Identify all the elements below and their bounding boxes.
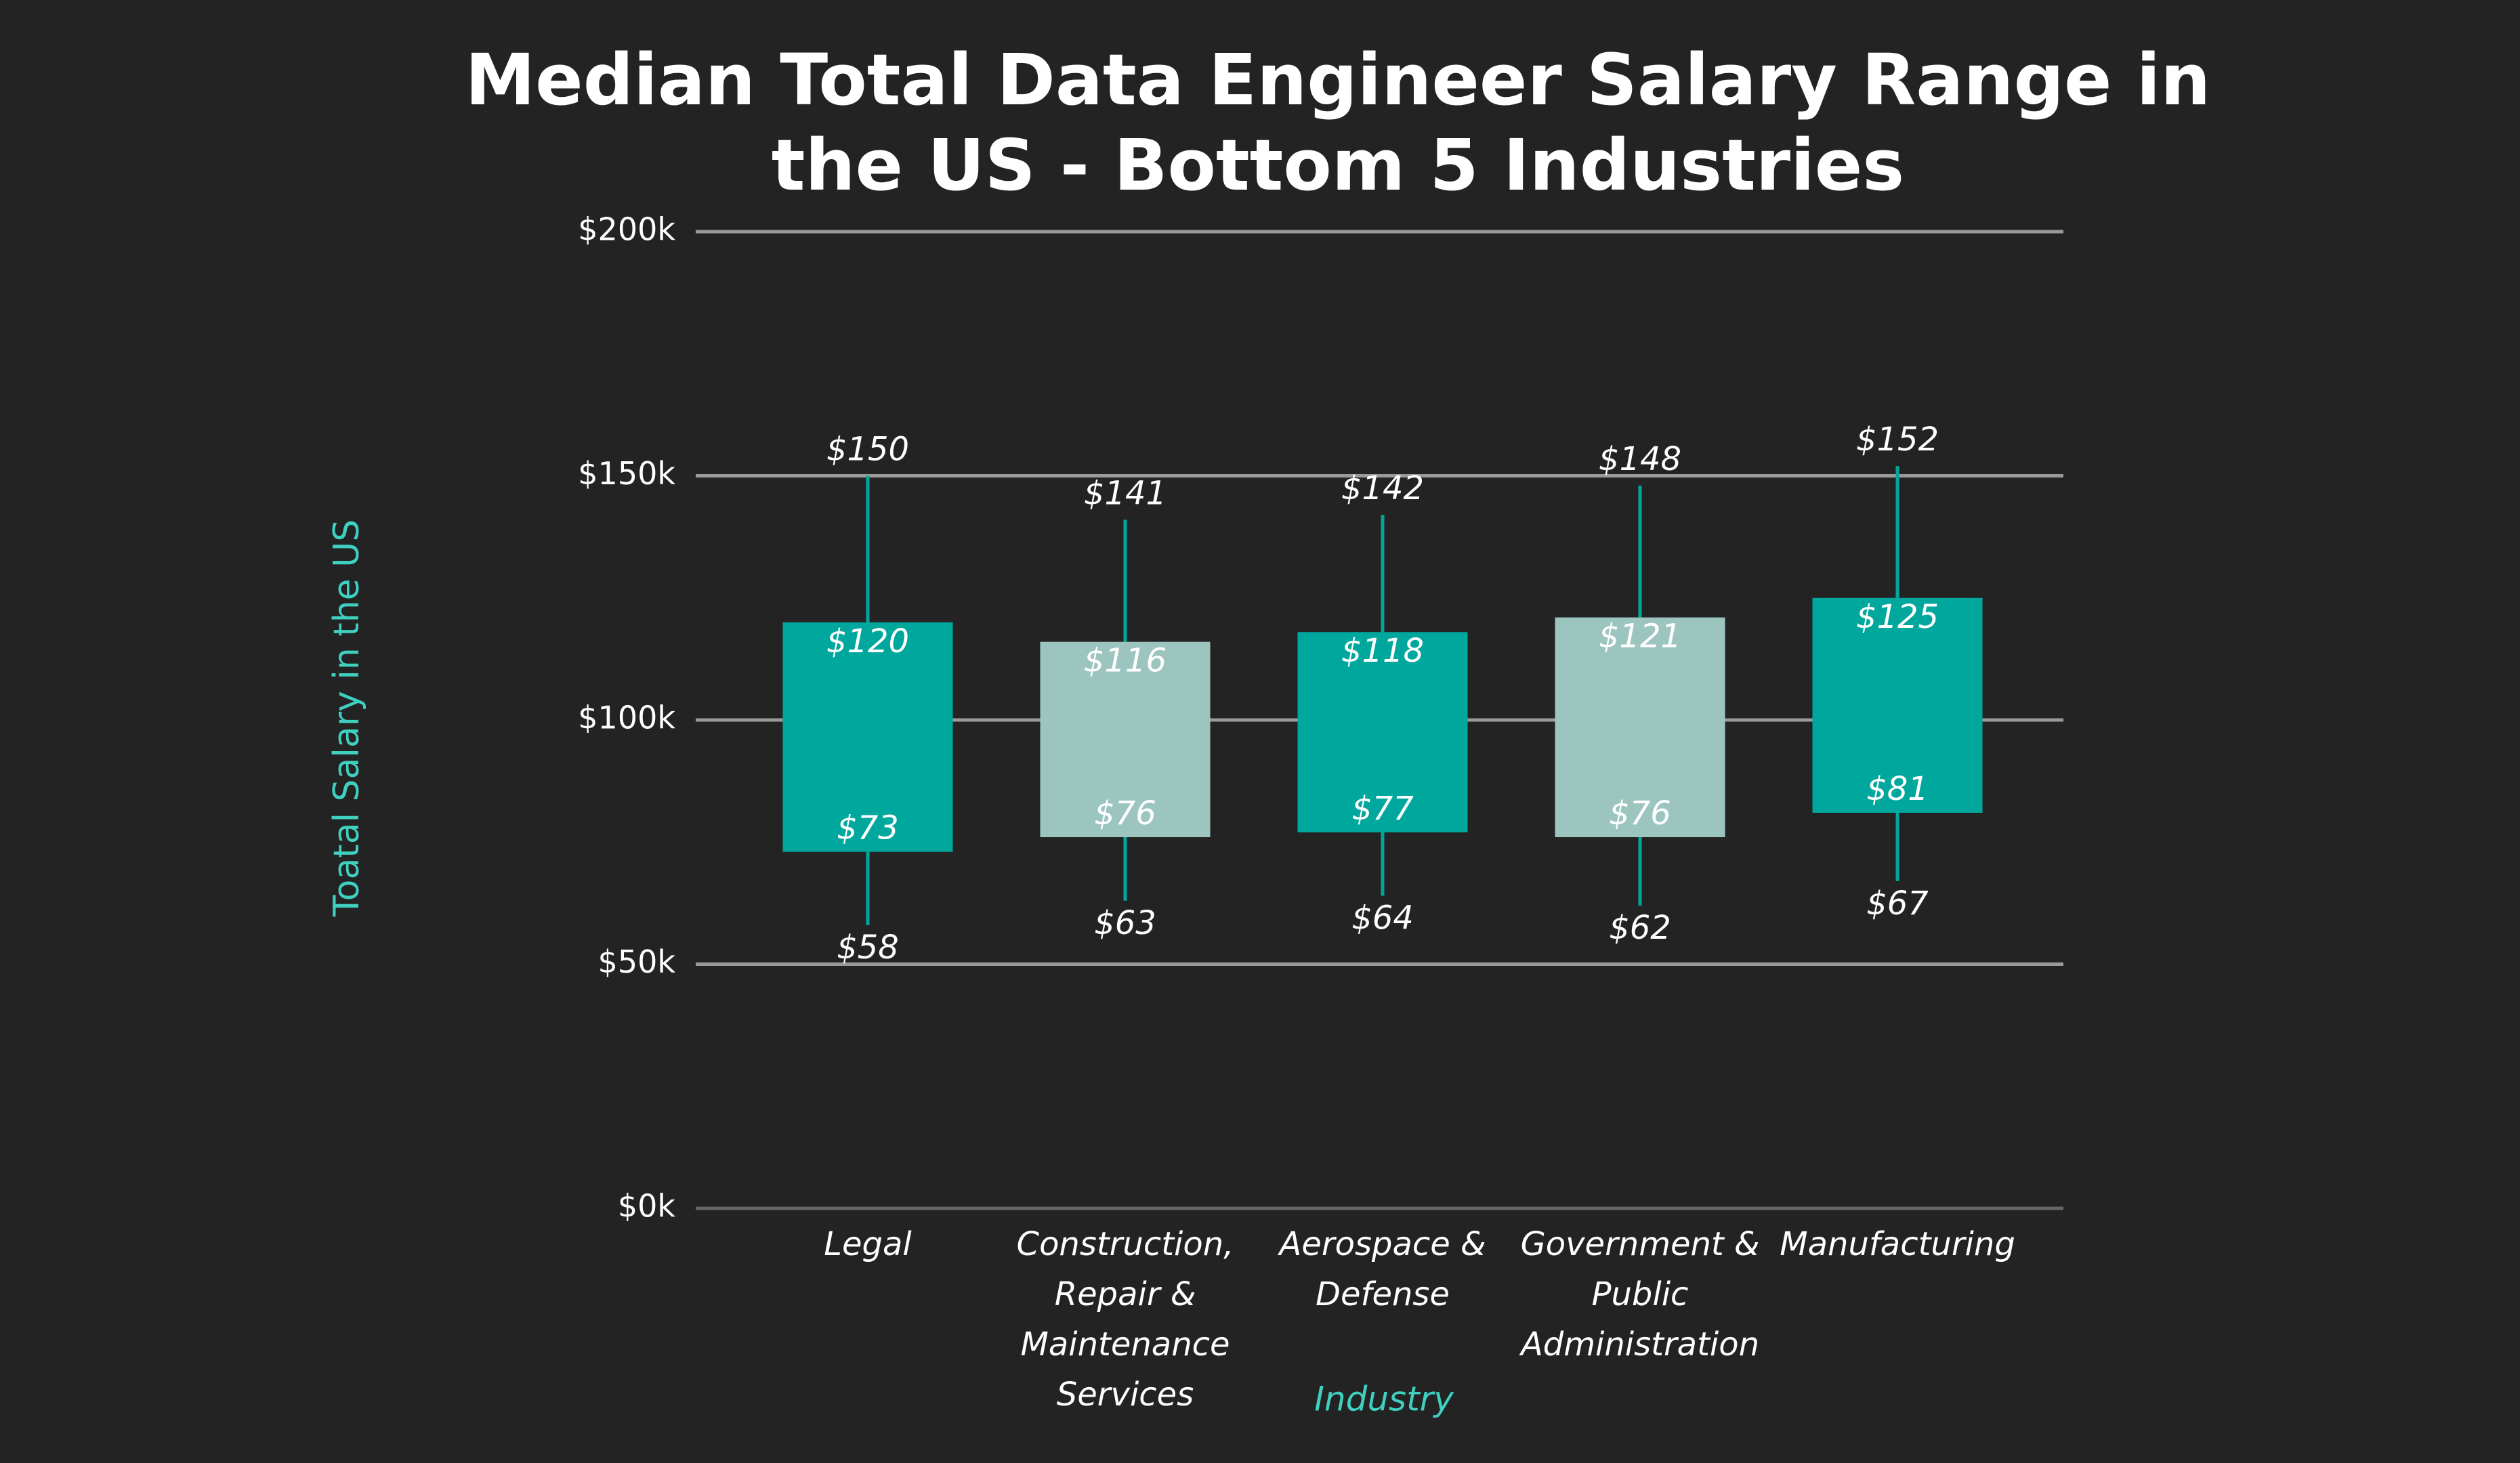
x-tick-label: Manufacturing <box>1780 1225 2015 1263</box>
chart-title: Median Total Data Engineer Salary Range … <box>465 39 2211 207</box>
data-label: $73 <box>837 809 899 847</box>
y-tick-label: $150k <box>578 455 675 492</box>
data-label: $81 <box>1866 770 1929 808</box>
y-axis-title: Toatal Salary in the US <box>327 520 367 918</box>
y-tick-label: $0k <box>618 1188 676 1225</box>
box <box>1812 597 1983 813</box>
data-label: $148 <box>1599 440 1681 478</box>
box <box>782 622 953 852</box>
box <box>1555 617 1725 838</box>
y-tick-label: $200k <box>578 211 675 248</box>
y-tick-label: $50k <box>598 943 676 980</box>
data-label: $141 <box>1084 474 1167 512</box>
y-tick-label: $100k <box>578 700 675 736</box>
data-label: $64 <box>1351 899 1414 937</box>
box <box>1040 641 1211 838</box>
x-tick-label: Legal <box>824 1225 912 1263</box>
data-label: $63 <box>1094 904 1156 942</box>
data-label: $118 <box>1341 632 1424 670</box>
box <box>1297 632 1468 832</box>
data-label: $150 <box>826 431 909 469</box>
x-tick-label: Government & Public Administration <box>1520 1225 1760 1363</box>
data-label: $120 <box>826 622 909 660</box>
data-label: $62 <box>1609 909 1671 947</box>
data-label: $58 <box>837 929 899 967</box>
x-tick-label: Construction, Repair & Maintenance Servi… <box>1016 1225 1234 1414</box>
data-label: $76 <box>1094 794 1156 832</box>
data-label: $76 <box>1609 794 1671 832</box>
data-label: $77 <box>1351 790 1414 828</box>
data-label: $142 <box>1341 469 1424 507</box>
x-axis-title: Industry <box>1314 1380 1454 1419</box>
data-label: $152 <box>1856 421 1939 459</box>
data-label: $67 <box>1866 885 1929 923</box>
data-label: $125 <box>1856 598 1939 636</box>
data-label: $116 <box>1084 642 1167 680</box>
x-tick-label: Aerospace & Defense <box>1279 1225 1486 1313</box>
data-label: $121 <box>1599 618 1681 656</box>
